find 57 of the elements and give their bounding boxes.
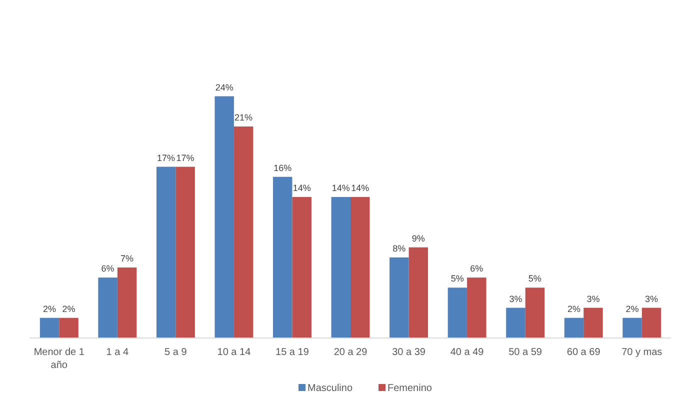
bar <box>176 166 195 338</box>
data-label: 8% <box>392 243 406 254</box>
bar <box>59 318 78 338</box>
x-tick-label: 70 y mas <box>622 347 662 358</box>
data-label: 3% <box>509 294 522 304</box>
data-label: 7% <box>120 253 134 264</box>
bar <box>292 196 312 338</box>
data-label: 2% <box>567 304 580 314</box>
bar <box>98 278 118 338</box>
bar <box>622 318 642 338</box>
bar <box>564 318 584 338</box>
data-label: 2% <box>43 304 56 314</box>
data-label: 14% <box>351 182 370 193</box>
data-label: 6% <box>101 264 114 274</box>
data-label: 16% <box>274 162 292 173</box>
bar <box>506 308 526 338</box>
bar <box>214 96 234 338</box>
x-tick-label: 1 a 4 <box>106 347 129 358</box>
bar <box>525 288 545 338</box>
data-label: 3% <box>644 294 658 304</box>
data-label: 14% <box>292 182 311 193</box>
data-label: 14% <box>332 182 350 193</box>
data-label: 24% <box>215 82 234 92</box>
x-tick-label: 20 a 29 <box>334 347 368 358</box>
legend-label: Masculino <box>308 383 353 394</box>
bar <box>40 318 60 338</box>
data-label: 21% <box>234 112 253 122</box>
bar <box>350 196 370 338</box>
bar <box>390 257 409 338</box>
data-label: 9% <box>412 233 425 244</box>
bar <box>448 288 468 338</box>
x-tick-label: 60 a 69 <box>566 347 601 358</box>
bar <box>117 267 137 338</box>
data-label: 3% <box>586 294 600 304</box>
data-label: 17% <box>157 152 176 163</box>
data-label: 17% <box>176 152 194 163</box>
bar <box>234 126 254 338</box>
data-label: 5% <box>450 274 464 284</box>
x-tick-label: 15 a 19 <box>276 347 310 358</box>
bar <box>584 308 603 338</box>
bar <box>156 166 176 338</box>
bar <box>331 196 350 338</box>
x-tick-label: 5 a 9 <box>164 347 188 358</box>
x-tick-label: 30 a 39 <box>392 347 426 358</box>
x-tick-label: Menor de 1 año <box>34 347 85 371</box>
bar <box>642 308 662 338</box>
bar <box>467 278 486 338</box>
data-label: 6% <box>470 264 484 274</box>
x-tick-label: 50 a 59 <box>508 347 542 358</box>
legend-label: Femenino <box>388 383 432 394</box>
data-label: 5% <box>528 274 542 284</box>
x-tick-label: 10 a 14 <box>217 347 252 358</box>
bar <box>272 176 292 338</box>
bar <box>408 247 428 338</box>
x-tick-label: 40 a 49 <box>450 347 484 358</box>
data-label: 2% <box>626 304 639 314</box>
data-label: 2% <box>62 304 76 314</box>
